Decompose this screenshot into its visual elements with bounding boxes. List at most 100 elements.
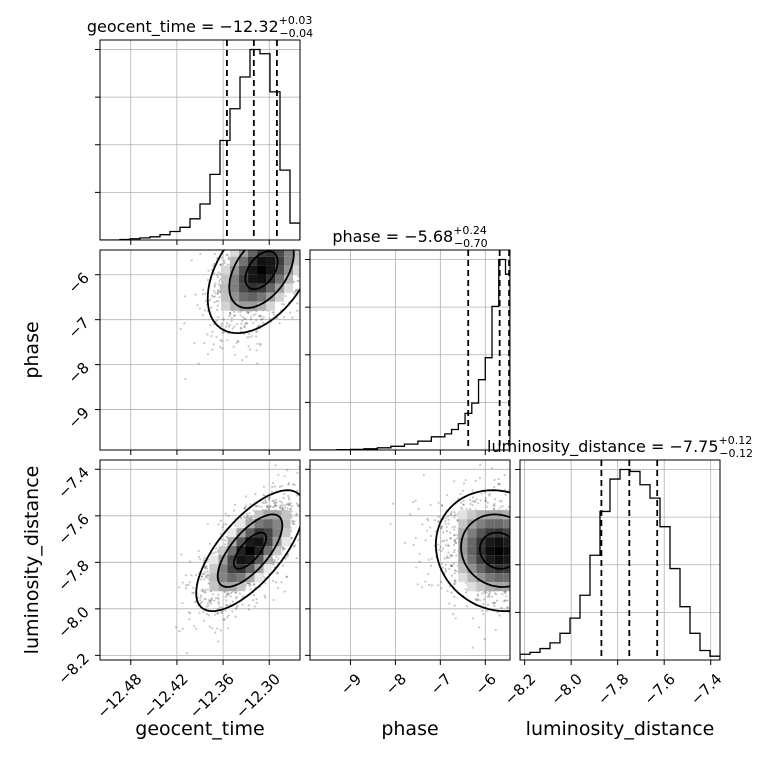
sample-point: [479, 499, 482, 502]
sample-point: [505, 595, 508, 598]
sample-point: [218, 280, 221, 283]
sample-point: [243, 506, 246, 509]
density-cell: [209, 573, 219, 583]
sample-point: [291, 181, 293, 183]
sample-point: [311, 261, 313, 263]
density-cell: [263, 564, 273, 574]
density-cell: [254, 555, 264, 565]
sample-point: [448, 602, 451, 605]
sample-point: [527, 549, 529, 551]
sample-point: [528, 545, 530, 547]
sample-point: [526, 577, 528, 579]
sample-point: [280, 229, 282, 231]
sample-point: [471, 504, 474, 507]
density-cell: [494, 546, 504, 556]
sample-point: [221, 526, 224, 529]
sample-point: [537, 547, 539, 549]
sample-point: [444, 563, 447, 567]
sample-point: [237, 310, 240, 313]
sample-point: [286, 246, 288, 248]
sample-point: [278, 224, 280, 226]
sample-point: [522, 544, 524, 546]
sample-point: [212, 264, 215, 267]
density-cell: [458, 564, 468, 574]
sample-point: [546, 536, 548, 538]
sample-point: [217, 593, 220, 596]
sample-point: [217, 600, 220, 604]
sample-point: [531, 550, 533, 552]
sample-point: [414, 499, 417, 502]
sample-point: [295, 217, 297, 219]
sample-point: [294, 210, 296, 212]
sample-point: [293, 483, 296, 487]
sample-point: [278, 244, 280, 246]
sample-point: [216, 612, 219, 615]
sample-point: [278, 246, 280, 248]
sample-point: [290, 243, 292, 245]
y-tick-label: −9: [64, 404, 92, 432]
density-cell: [458, 573, 468, 583]
sample-point: [315, 213, 317, 215]
sample-point: [515, 533, 517, 535]
sample-point: [210, 599, 213, 602]
sample-point: [459, 492, 462, 496]
sample-point: [208, 601, 211, 604]
sample-point: [448, 556, 451, 559]
sample-point: [512, 549, 514, 551]
sample-point: [227, 325, 230, 328]
sample-point: [528, 544, 530, 546]
sample-point: [517, 554, 519, 556]
sample-point: [437, 501, 440, 504]
title-lower-error: −0.04: [279, 27, 313, 40]
density-cell: [275, 256, 285, 266]
density-cell: [458, 546, 468, 556]
sample-point: [226, 592, 229, 595]
sample-point: [515, 583, 517, 585]
sample-point: [323, 276, 325, 278]
sample-point: [293, 212, 295, 214]
sample-point: [280, 225, 282, 227]
sample-point: [574, 610, 576, 612]
contour-line: [216, 513, 284, 588]
sample-point: [551, 483, 553, 485]
sample-point: [507, 506, 510, 509]
sample-point: [445, 516, 448, 519]
density-cell: [239, 250, 249, 257]
sample-point: [421, 586, 424, 589]
sample-point: [572, 591, 574, 593]
sample-point: [305, 235, 307, 237]
sample-point: [202, 292, 205, 296]
sample-point: [512, 531, 514, 533]
sample-point: [218, 296, 221, 299]
sample-point: [304, 521, 306, 523]
sample-point: [514, 602, 516, 604]
sample-point: [266, 247, 268, 249]
sample-point: [514, 580, 516, 582]
sample-point: [244, 495, 247, 498]
sample-point: [308, 252, 310, 254]
sample-point: [249, 247, 251, 249]
sample-point: [516, 589, 518, 591]
sample-point: [258, 314, 261, 317]
sample-point: [495, 593, 498, 596]
sample-point: [529, 537, 531, 539]
sample-point: [271, 225, 273, 227]
sample-point: [544, 559, 546, 561]
sample-point: [515, 542, 517, 544]
sample-point: [255, 319, 258, 322]
sample-point: [512, 568, 514, 570]
sample-point: [344, 246, 346, 248]
sample-point: [293, 231, 295, 233]
sample-point: [252, 321, 255, 324]
sample-point: [292, 522, 296, 526]
density-cell: [485, 546, 495, 556]
sample-point: [437, 548, 440, 551]
sample-point: [296, 288, 299, 291]
sample-point: [454, 580, 457, 583]
sample-point: [548, 534, 550, 536]
sample-point: [240, 241, 242, 243]
density-cell: [227, 573, 237, 583]
sample-point: [210, 306, 213, 309]
sample-point: [191, 592, 194, 595]
sample-point: [181, 601, 184, 605]
